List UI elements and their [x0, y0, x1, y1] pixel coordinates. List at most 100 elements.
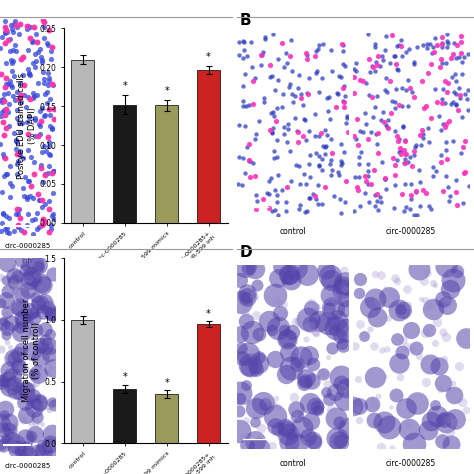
Point — [14, 304, 21, 312]
Point — [254, 359, 262, 367]
Point — [410, 60, 418, 67]
Point — [297, 180, 304, 188]
Point — [401, 159, 409, 166]
Point — [342, 119, 350, 127]
Point — [1, 39, 9, 46]
Point — [393, 277, 401, 285]
Point — [260, 94, 267, 102]
Point — [377, 62, 384, 70]
Point — [47, 310, 55, 318]
Point — [44, 358, 51, 366]
Point — [23, 25, 31, 33]
Point — [452, 100, 460, 108]
Point — [341, 285, 348, 293]
Point — [463, 406, 470, 414]
Point — [285, 271, 292, 278]
Point — [289, 67, 296, 75]
Point — [253, 205, 260, 213]
Point — [9, 46, 17, 54]
Point — [31, 216, 39, 223]
Point — [249, 100, 256, 108]
Point — [458, 398, 465, 406]
Point — [272, 296, 280, 304]
Point — [36, 196, 44, 203]
Point — [350, 208, 358, 215]
Point — [47, 225, 55, 233]
Point — [374, 52, 382, 60]
Point — [410, 93, 418, 101]
Point — [314, 46, 321, 53]
Point — [50, 216, 57, 223]
Point — [381, 175, 388, 182]
Point — [237, 394, 244, 401]
Point — [14, 205, 21, 213]
Point — [35, 190, 42, 198]
Point — [241, 308, 248, 316]
Point — [9, 59, 16, 67]
Point — [326, 292, 334, 300]
Point — [430, 48, 438, 55]
Point — [448, 272, 456, 279]
Point — [420, 105, 428, 112]
Point — [33, 413, 41, 420]
Point — [28, 392, 36, 399]
Point — [7, 427, 14, 434]
Point — [283, 183, 291, 191]
Point — [403, 343, 411, 350]
Point — [0, 189, 6, 196]
Point — [1, 226, 9, 233]
Point — [2, 81, 10, 88]
Point — [408, 162, 415, 170]
Point — [273, 198, 281, 205]
Point — [404, 158, 412, 166]
Point — [243, 294, 250, 302]
Point — [410, 58, 418, 65]
Point — [280, 130, 288, 138]
Bar — [197, 324, 220, 443]
Point — [368, 128, 375, 136]
Point — [380, 419, 388, 426]
Point — [350, 73, 357, 81]
Point — [366, 303, 374, 311]
Point — [11, 286, 18, 293]
Point — [12, 386, 19, 394]
Point — [37, 117, 45, 125]
Point — [280, 300, 288, 308]
Point — [353, 115, 360, 123]
Point — [333, 89, 340, 97]
Point — [428, 49, 436, 57]
Point — [12, 22, 20, 29]
Point — [38, 104, 46, 112]
Point — [374, 314, 381, 321]
Point — [44, 81, 51, 88]
Point — [17, 214, 24, 222]
Point — [340, 149, 347, 156]
Point — [342, 177, 349, 184]
Point — [48, 44, 55, 51]
Point — [449, 379, 457, 386]
Point — [31, 23, 38, 31]
Point — [8, 303, 16, 310]
Point — [245, 264, 252, 272]
Point — [17, 55, 24, 63]
Point — [321, 144, 329, 151]
Point — [371, 166, 378, 174]
Point — [14, 292, 21, 300]
Point — [23, 379, 30, 386]
Point — [302, 374, 310, 382]
Point — [13, 170, 20, 178]
Bar — [113, 105, 137, 223]
Point — [312, 47, 320, 55]
Point — [2, 26, 9, 34]
Point — [338, 159, 346, 166]
Point — [331, 193, 338, 201]
Point — [12, 440, 20, 448]
Point — [362, 120, 369, 128]
Point — [385, 423, 392, 430]
Point — [271, 292, 279, 299]
Point — [305, 433, 312, 441]
Point — [31, 261, 38, 268]
Point — [295, 128, 302, 136]
Point — [334, 90, 342, 98]
Point — [19, 354, 27, 361]
